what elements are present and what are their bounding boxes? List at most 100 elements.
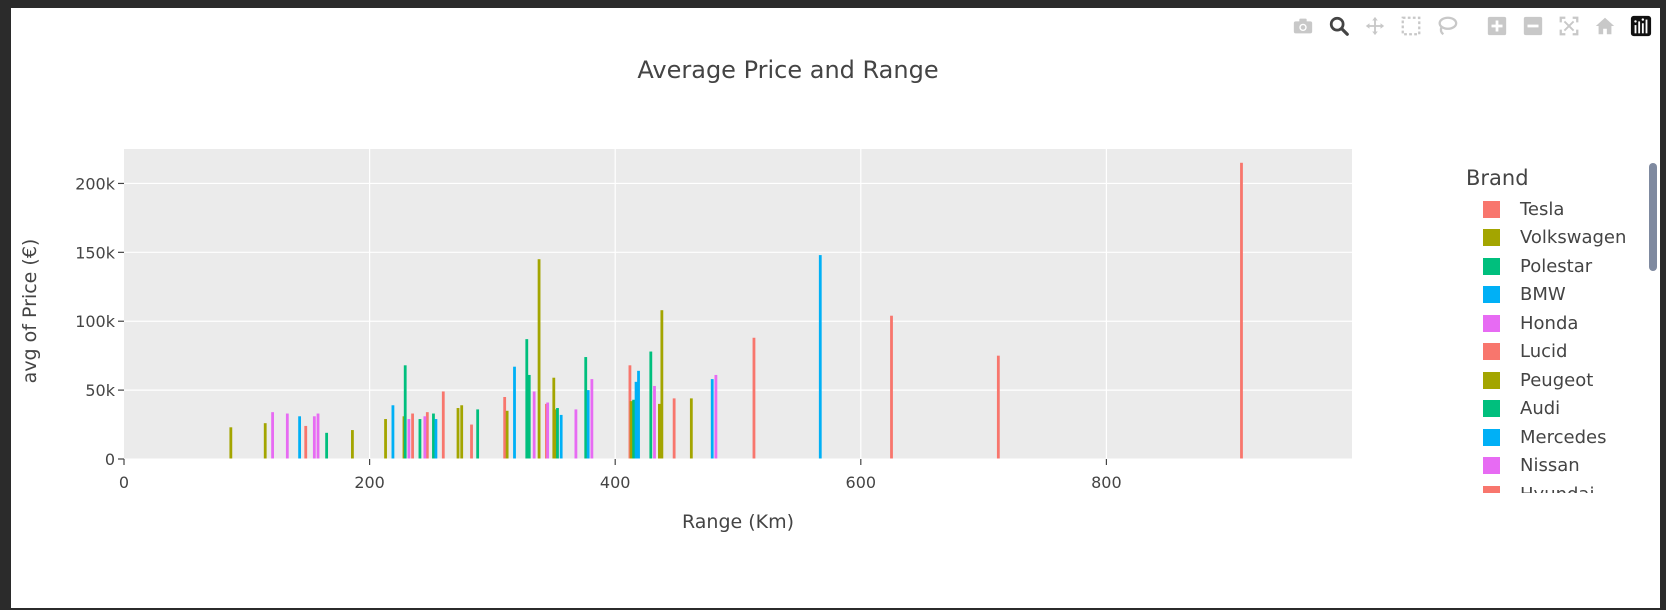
bar-polestar[interactable] <box>632 399 636 459</box>
bar-volkswagen[interactable] <box>658 403 661 459</box>
zoom-in-icon[interactable] <box>1484 13 1510 39</box>
bar-bmw[interactable] <box>434 419 438 459</box>
legend: Brand Tesla Volkswagen Polestar BMW Honda Luc… <box>1466 163 1656 493</box>
bar-tesla[interactable] <box>425 412 429 459</box>
legend-item-audi[interactable]: Audi <box>1466 395 1656 424</box>
legend-label: Lucid <box>1520 341 1568 363</box>
lasso-select-icon[interactable] <box>1434 13 1460 39</box>
y-tick-label: 100k <box>75 312 116 331</box>
bar-volkswagen[interactable] <box>552 377 556 459</box>
legend-swatch <box>1483 457 1500 475</box>
bar-volkswagen[interactable] <box>505 410 509 459</box>
bar-polestar[interactable] <box>418 419 422 459</box>
bar-tesla[interactable] <box>411 413 414 459</box>
x-tick-label: 200 <box>354 473 385 492</box>
bar-polestar[interactable] <box>649 351 653 459</box>
bar-polestar[interactable] <box>403 365 407 459</box>
bar-tesla[interactable] <box>304 425 308 459</box>
legend-label: Volkswagen <box>1520 227 1627 249</box>
legend-item-nissan[interactable]: Nissan <box>1466 452 1656 481</box>
bar-tesla[interactable] <box>503 397 507 459</box>
legend-item-hyundai[interactable]: Hyundai <box>1466 480 1656 493</box>
legend-swatch <box>1483 371 1500 389</box>
bar-tesla[interactable] <box>672 398 676 459</box>
legend-item-peugeot[interactable]: Peugeot <box>1466 366 1656 395</box>
bar-tesla[interactable] <box>470 424 473 459</box>
x-axis-title: Range (Km) <box>682 511 794 533</box>
bar-honda[interactable] <box>574 409 578 459</box>
legend-swatch <box>1483 485 1500 493</box>
legend-label: Honda <box>1520 312 1579 334</box>
bar-honda[interactable] <box>407 419 411 459</box>
plotly-logo-icon[interactable] <box>1628 13 1654 39</box>
bar-honda[interactable] <box>714 374 718 459</box>
bar-honda[interactable] <box>546 402 550 459</box>
bar-honda[interactable] <box>423 416 427 459</box>
reset-axes-icon[interactable] <box>1592 13 1618 39</box>
bar-polestar[interactable] <box>432 413 435 459</box>
bar-polestar[interactable] <box>527 374 531 459</box>
legend-label: Tesla <box>1520 198 1565 220</box>
bar-volkswagen[interactable] <box>229 427 233 459</box>
camera-icon[interactable] <box>1290 13 1316 39</box>
bar-polestar[interactable] <box>476 409 480 459</box>
bar-honda[interactable] <box>271 412 274 459</box>
bar-polestar[interactable] <box>325 432 329 459</box>
legend-scrollbar[interactable] <box>1649 163 1657 271</box>
legend-swatch <box>1483 257 1500 275</box>
autoscale-icon[interactable] <box>1556 13 1582 39</box>
bar-bmw[interactable] <box>391 405 395 459</box>
bar-bmw[interactable] <box>818 255 822 459</box>
legend-item-lucid[interactable]: Lucid <box>1466 338 1656 367</box>
bar-tesla[interactable] <box>890 315 893 459</box>
y-axis-title: avg of Price (€) <box>19 239 41 384</box>
legend-item-volkswagen[interactable]: Volkswagen <box>1466 224 1656 253</box>
bar-polestar[interactable] <box>584 357 588 459</box>
bar-volkswagen[interactable] <box>263 423 267 459</box>
bar-bmw[interactable] <box>513 366 516 459</box>
legend-label: Peugeot <box>1520 369 1594 391</box>
bar-honda[interactable] <box>532 391 536 459</box>
bar-honda[interactable] <box>312 416 316 459</box>
bar-volkswagen[interactable] <box>384 419 387 459</box>
legend-label: BMW <box>1520 284 1566 306</box>
zoom-out-icon[interactable] <box>1520 13 1546 39</box>
bar-bmw[interactable] <box>559 414 563 459</box>
plot-area[interactable] <box>124 149 1352 459</box>
bar-tesla[interactable] <box>752 337 756 459</box>
x-tick-label: 800 <box>1091 473 1122 492</box>
bar-bmw[interactable] <box>298 416 302 459</box>
pan-icon[interactable] <box>1362 13 1388 39</box>
bar-volkswagen[interactable] <box>689 398 693 459</box>
bar-honda[interactable] <box>316 413 320 459</box>
bar-honda[interactable] <box>285 413 289 459</box>
chart-title: Average Price and Range <box>637 56 938 84</box>
bar-tesla[interactable] <box>996 355 1000 459</box>
bar-bmw[interactable] <box>586 390 590 459</box>
bar-tesla[interactable] <box>441 391 445 459</box>
bar-bmw[interactable] <box>634 381 638 459</box>
bar-volkswagen[interactable] <box>629 401 633 459</box>
bar-bmw[interactable] <box>637 370 640 459</box>
bar-volkswagen[interactable] <box>351 430 354 459</box>
bar-polestar[interactable] <box>525 339 529 459</box>
y-tick-label: 200k <box>75 174 116 193</box>
legend-item-mercedes[interactable]: Mercedes <box>1466 423 1656 452</box>
bar-volkswagen[interactable] <box>460 405 464 459</box>
bar-bmw[interactable] <box>710 379 714 459</box>
bar-volkswagen[interactable] <box>537 259 541 459</box>
legend-item-honda[interactable]: Honda <box>1466 309 1656 338</box>
legend-item-tesla[interactable]: Tesla <box>1466 195 1656 224</box>
bar-polestar[interactable] <box>556 408 559 459</box>
bar-volkswagen[interactable] <box>456 408 460 459</box>
y-tick-label: 150k <box>75 243 116 262</box>
chart-svg[interactable]: 0 200 400 600 800 0 50k 100k 150k 200k Average Pr… <box>11 8 1660 608</box>
box-select-icon[interactable] <box>1398 13 1424 39</box>
legend-item-bmw[interactable]: BMW <box>1466 281 1656 310</box>
bar-volkswagen[interactable] <box>660 310 664 459</box>
legend-item-polestar[interactable]: Polestar <box>1466 252 1656 281</box>
bar-honda[interactable] <box>653 385 656 459</box>
bar-honda[interactable] <box>590 379 594 459</box>
zoom-icon[interactable] <box>1326 13 1352 39</box>
bar-tesla[interactable] <box>1240 162 1243 459</box>
